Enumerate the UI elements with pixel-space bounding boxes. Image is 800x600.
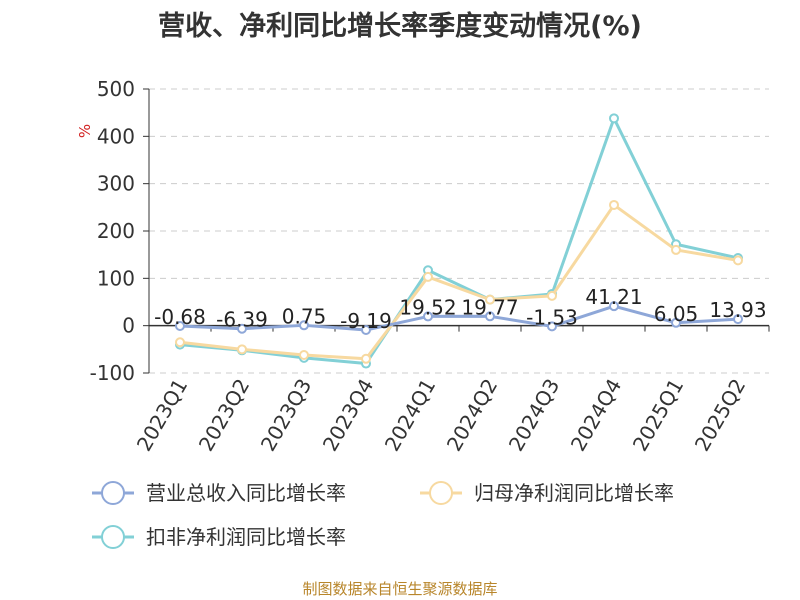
legend-marker bbox=[101, 525, 125, 549]
x-tick-label: 2024Q2 bbox=[442, 375, 502, 456]
data-point bbox=[299, 320, 309, 331]
data-point bbox=[609, 113, 619, 124]
data-label: 6.05 bbox=[654, 302, 699, 326]
y-tick-label: 0 bbox=[122, 314, 135, 338]
series-line-2 bbox=[179, 116, 739, 366]
y-tick-label: 400 bbox=[97, 124, 135, 148]
series-line-0 bbox=[179, 304, 739, 332]
y-tick-label: 500 bbox=[97, 77, 135, 101]
source-note: 制图数据来自恒生聚源数据库 bbox=[302, 580, 498, 598]
x-tick-label: 2024Q4 bbox=[566, 375, 626, 456]
chart-title: 营收、净利同比增长率季度变动情况(%) bbox=[158, 11, 642, 42]
series-lines bbox=[175, 113, 743, 369]
x-tick-label: 2023Q2 bbox=[194, 375, 254, 456]
data-point bbox=[547, 321, 557, 332]
data-label: 41.21 bbox=[585, 285, 642, 309]
data-point bbox=[733, 314, 743, 325]
legend-label: 营业总收入同比增长率 bbox=[146, 481, 346, 505]
data-point bbox=[485, 294, 495, 305]
legend-item: 营业总收入同比增长率 bbox=[92, 481, 346, 505]
x-tick-label: 2025Q2 bbox=[690, 375, 750, 456]
data-labels: -0.68 -6.39 0.75 -9.19 19.52 19.77 -1.53 41.21 6… bbox=[154, 285, 767, 333]
data-point bbox=[547, 290, 557, 301]
legend-label: 扣非净利润同比增长率 bbox=[146, 525, 346, 549]
x-tick-label: 2024Q3 bbox=[504, 375, 564, 456]
data-label: -6.39 bbox=[216, 308, 268, 332]
legend-item: 扣非净利润同比增长率 bbox=[92, 525, 346, 549]
data-label: 0.75 bbox=[282, 304, 327, 328]
data-point bbox=[485, 311, 495, 322]
data-point bbox=[175, 320, 185, 331]
data-label: 19.77 bbox=[461, 295, 518, 319]
data-point bbox=[361, 325, 371, 336]
x-tick-label: 2024Q1 bbox=[380, 375, 440, 456]
data-point bbox=[361, 353, 371, 364]
data-point bbox=[299, 350, 309, 361]
x-tick-label: 2023Q3 bbox=[256, 375, 316, 456]
data-label: -9.19 bbox=[340, 309, 392, 333]
legend-label: 归母净利润同比增长率 bbox=[474, 481, 674, 505]
data-point bbox=[609, 301, 619, 312]
data-point bbox=[423, 271, 433, 282]
legend-marker bbox=[429, 481, 453, 505]
y-tick-label: 200 bbox=[97, 219, 135, 243]
data-point bbox=[175, 337, 185, 348]
legend-marker bbox=[101, 481, 125, 505]
data-label: -1.53 bbox=[526, 305, 578, 329]
data-point bbox=[733, 255, 743, 266]
x-tick-label: 2023Q4 bbox=[318, 375, 378, 456]
y-tick-label: -100 bbox=[90, 361, 135, 385]
data-label: 13.93 bbox=[709, 298, 766, 322]
data-point bbox=[671, 317, 681, 328]
data-label: 19.52 bbox=[399, 295, 456, 319]
grid-lines bbox=[149, 88, 769, 374]
series-line-1 bbox=[179, 203, 739, 361]
x-tick-label: 2025Q1 bbox=[628, 375, 688, 456]
y-axis-unit: % bbox=[76, 124, 94, 138]
legend-item: 归母净利润同比增长率 bbox=[420, 481, 674, 505]
data-point bbox=[237, 344, 247, 355]
data-point bbox=[609, 199, 619, 210]
data-point bbox=[237, 323, 247, 334]
data-label: -0.68 bbox=[154, 305, 206, 329]
data-point bbox=[423, 311, 433, 322]
y-tick-label: 300 bbox=[97, 172, 135, 196]
y-tick-label: 100 bbox=[97, 266, 135, 290]
x-tick-label: 2023Q1 bbox=[132, 375, 192, 456]
data-point bbox=[671, 244, 681, 255]
